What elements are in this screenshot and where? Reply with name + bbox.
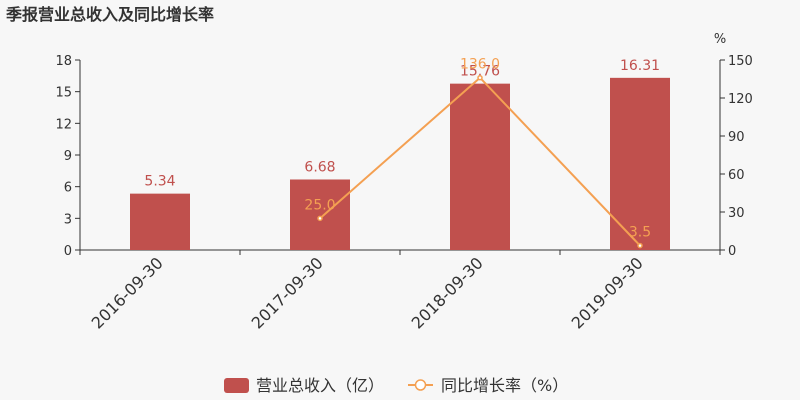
x-tick-label: 2019-09-30 — [568, 253, 647, 332]
line-series: 25.0 136.0 3.5 — [304, 57, 651, 249]
right-tick-label: 60 — [728, 168, 745, 183]
left-tick-label: 9 — [64, 149, 72, 164]
right-tick-label: 0 — [728, 244, 736, 259]
bar[interactable] — [450, 83, 510, 251]
left-tick-label: 3 — [64, 212, 72, 227]
legend[interactable]: 营业总收入（亿） 同比增长率（%） — [224, 376, 568, 395]
left-tick-label: 0 — [64, 244, 72, 259]
bar[interactable] — [610, 77, 670, 250]
right-y-axis: 0 30 60 90 120 150 — [719, 54, 753, 259]
bar-value-label: 6.68 — [304, 159, 335, 175]
chart-title: 季报营业总收入及同比增长率 — [5, 5, 214, 24]
bar-value-label: 15.76 — [460, 64, 500, 80]
right-tick-label: 90 — [728, 130, 745, 145]
right-tick-label: 30 — [728, 206, 745, 221]
line-value-label: 25.0 — [304, 197, 335, 213]
bar-value-label: 16.31 — [620, 58, 660, 74]
left-tick-label: 6 — [64, 181, 72, 196]
right-tick-label: 120 — [728, 92, 753, 107]
x-tick-label: 2016-09-30 — [88, 253, 167, 332]
left-tick-label: 18 — [55, 54, 72, 69]
x-axis: 2016-09-30 2017-09-30 2018-09-30 2019-09-30 — [79, 249, 721, 333]
right-axis-unit: % — [714, 32, 726, 47]
line-point[interactable] — [477, 74, 483, 81]
legend-bar-swatch — [224, 378, 249, 393]
legend-bar-label: 营业总收入（亿） — [256, 376, 384, 395]
line-value-label: 3.5 — [629, 225, 651, 241]
line-value-label: 136.0 — [460, 57, 500, 73]
left-y-axis: 0 3 6 9 12 15 18 — [55, 54, 81, 259]
bar[interactable] — [130, 193, 190, 250]
x-tick-label: 2018-09-30 — [408, 253, 487, 332]
bar[interactable] — [290, 179, 350, 250]
left-tick-label: 12 — [55, 117, 72, 132]
legend-line-marker — [414, 379, 427, 391]
line-point[interactable] — [317, 215, 323, 222]
bar-value-label: 5.34 — [144, 174, 175, 190]
right-tick-label: 150 — [728, 54, 753, 69]
bar-series: 5.34 6.68 15.76 16.31 — [130, 58, 670, 251]
x-tick-label: 2017-09-30 — [248, 253, 327, 332]
legend-line-label: 同比增长率（%） — [441, 376, 568, 395]
left-tick-label: 15 — [55, 86, 72, 101]
line-point[interactable] — [637, 242, 643, 249]
